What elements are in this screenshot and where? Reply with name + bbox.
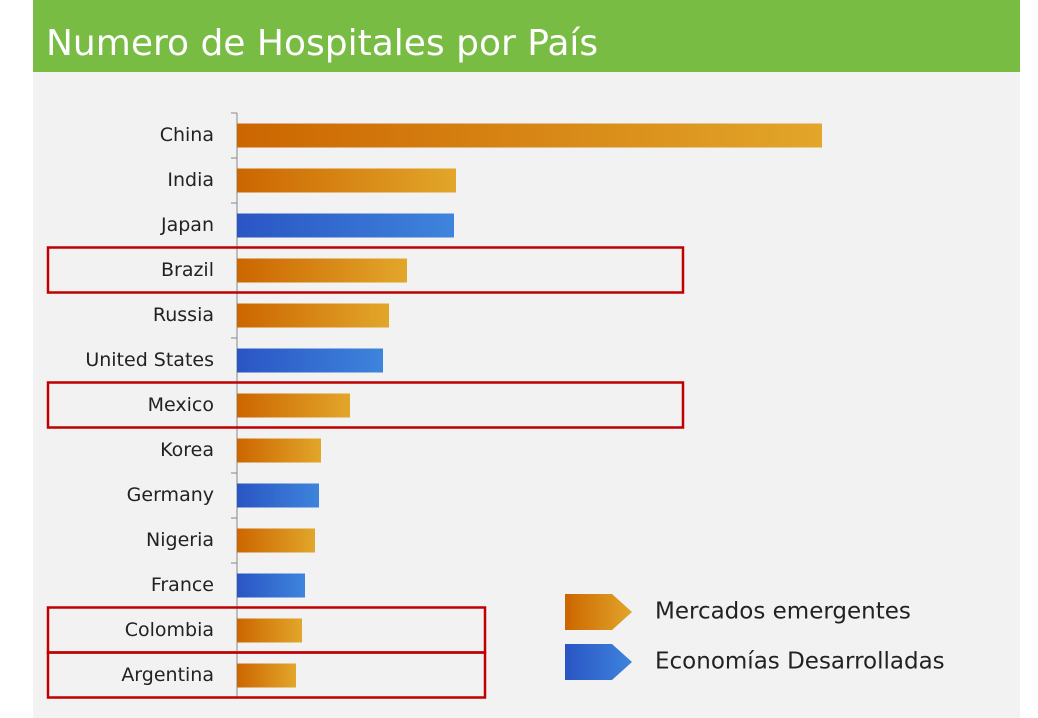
bar: [237, 393, 350, 418]
bar: [237, 663, 296, 688]
bar: [237, 483, 319, 508]
title-band: [33, 0, 1020, 72]
category-label: India: [167, 169, 214, 191]
highlight-box: [46, 651, 487, 699]
category-label: United States: [85, 349, 214, 371]
category-label: Colombia: [125, 619, 214, 641]
legend-label: Mercados emergentes: [655, 599, 911, 625]
bar: [237, 213, 454, 238]
legend-swatch: [565, 594, 632, 630]
category-label: Argentina: [121, 664, 214, 686]
bar: [237, 438, 321, 463]
bar: [237, 123, 822, 148]
category-label: China: [160, 124, 214, 146]
highlight-box: [46, 381, 685, 429]
category-label: France: [151, 574, 214, 596]
highlight-box: [46, 246, 685, 294]
bar: [237, 303, 389, 328]
bar: [237, 168, 456, 193]
category-label: Mexico: [148, 394, 214, 416]
category-label: Korea: [160, 439, 214, 461]
bar: [237, 573, 305, 598]
category-label: Japan: [160, 214, 214, 236]
chart-title: Numero de Hospitales por País: [46, 23, 598, 64]
category-label: Russia: [153, 304, 214, 326]
plot-background: [33, 72, 1020, 718]
category-label: Brazil: [161, 259, 214, 281]
legend-label: Economías Desarrolladas: [655, 649, 945, 675]
bar: [237, 528, 315, 553]
bar: [237, 618, 302, 643]
legend-swatch: [565, 644, 632, 680]
category-label: Nigeria: [146, 529, 214, 551]
category-label: Germany: [127, 484, 214, 506]
bar: [237, 348, 383, 373]
bar: [237, 258, 407, 283]
